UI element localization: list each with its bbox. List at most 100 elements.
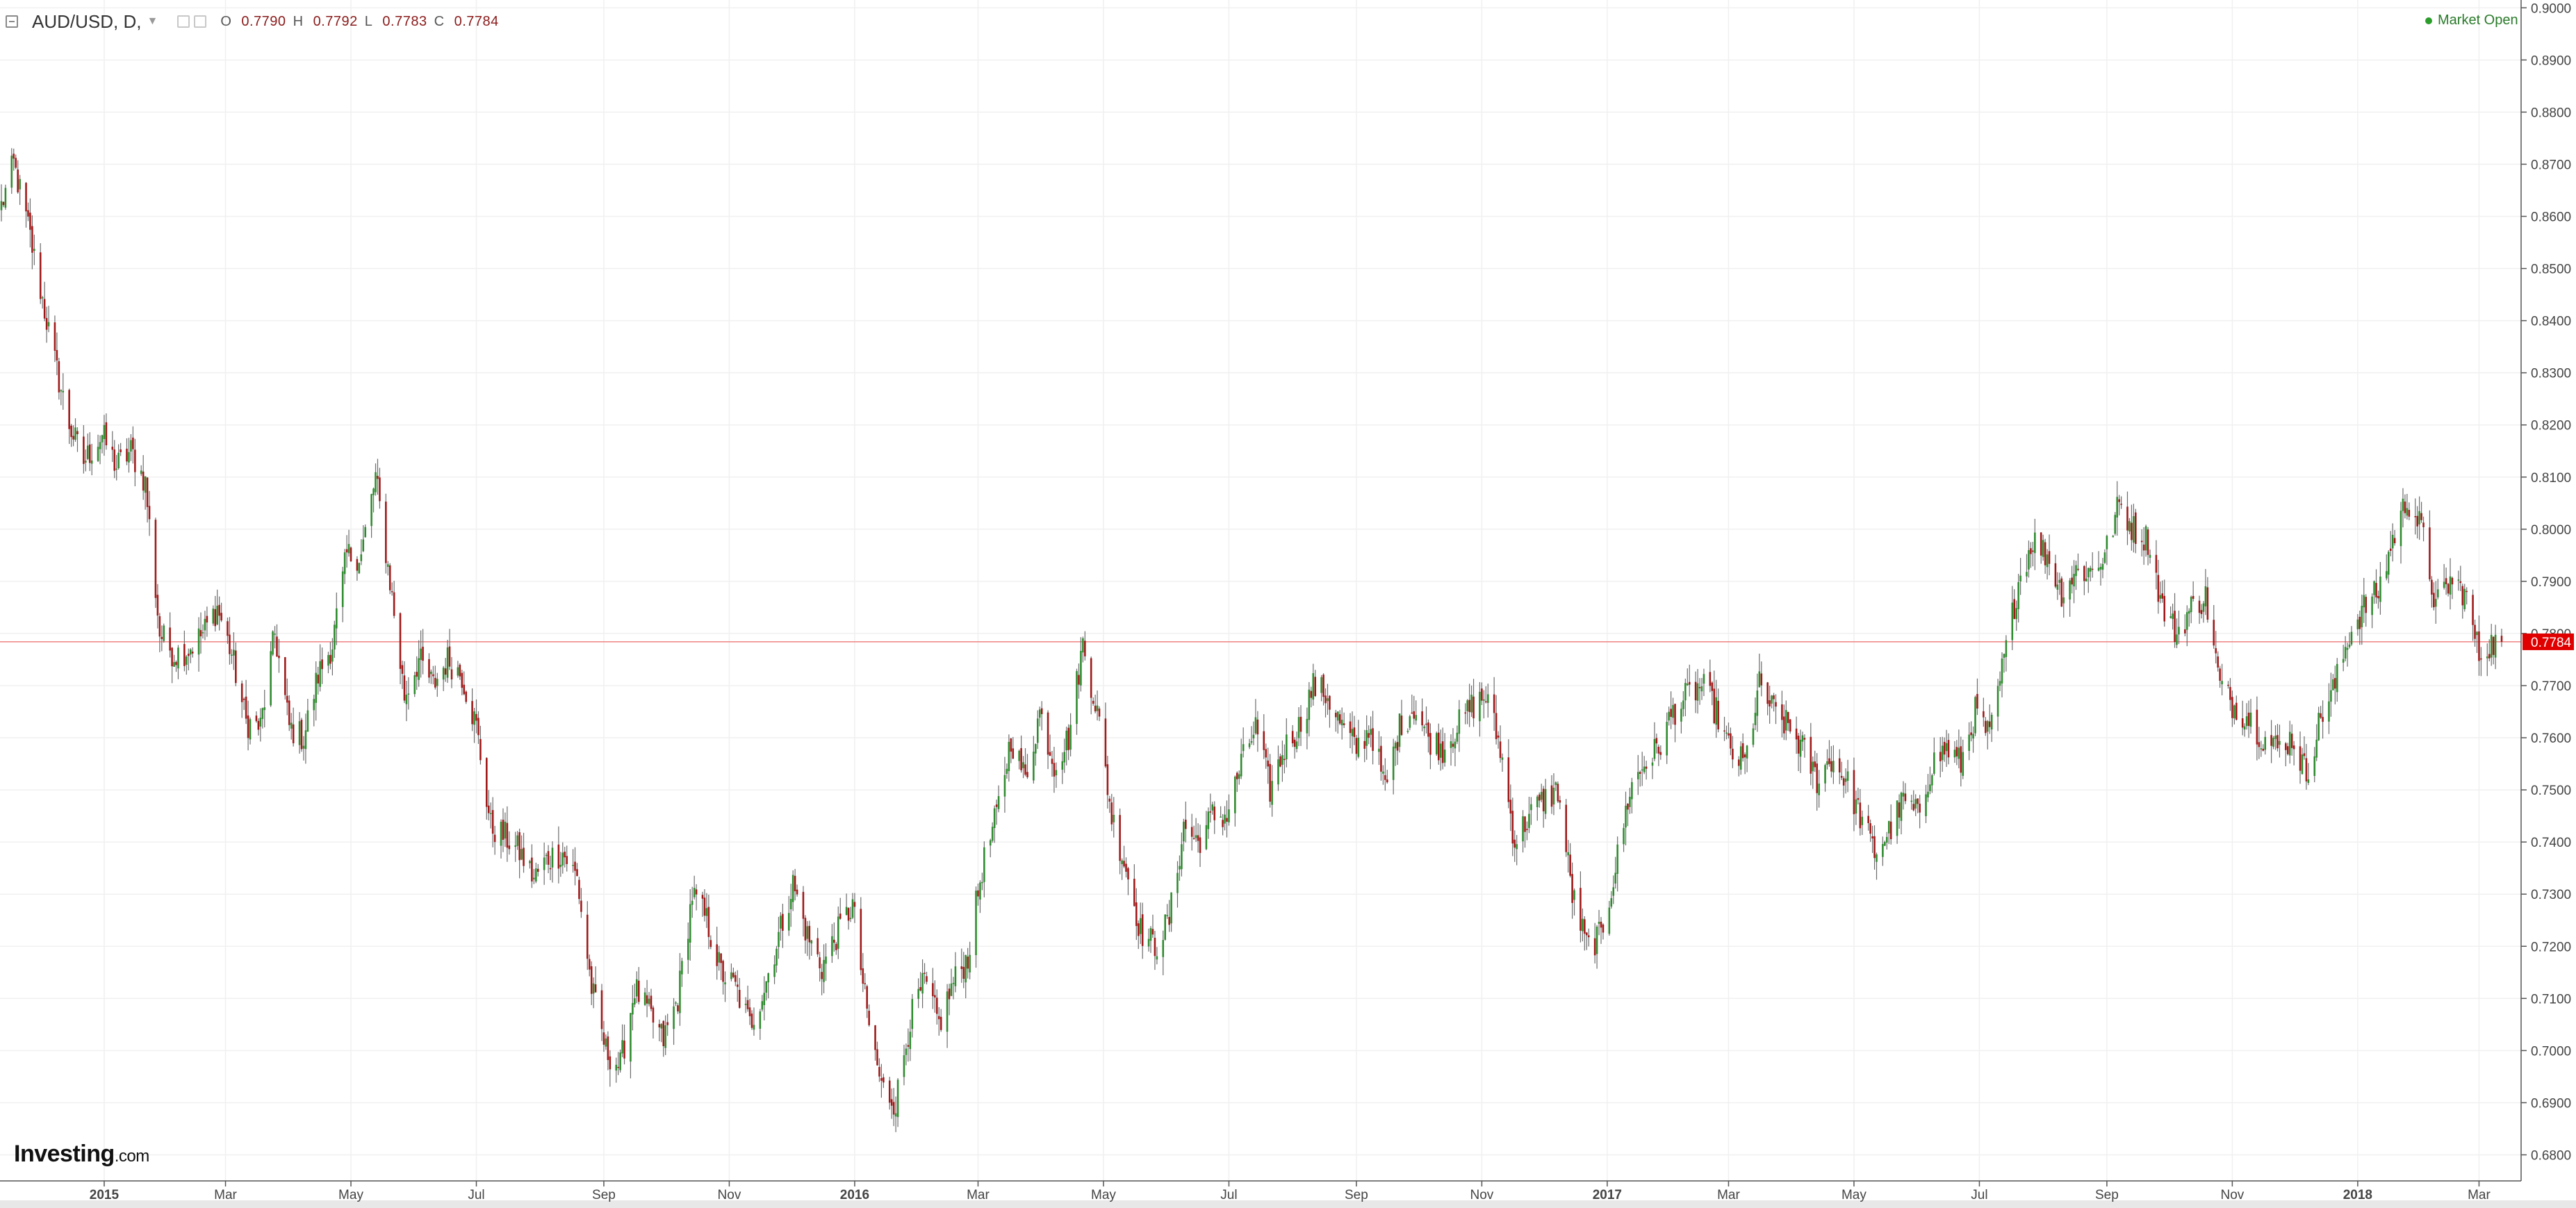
collapse-legend-button[interactable] [6, 15, 18, 28]
candle-body [1598, 921, 1600, 924]
y-tick-label: 0.7200 [2531, 940, 2571, 954]
candle-body [615, 1064, 617, 1071]
candle-body [2348, 644, 2351, 647]
candle-body [169, 627, 171, 651]
candle-body [917, 988, 919, 999]
candle-body [607, 1036, 609, 1060]
candle-body [2486, 656, 2488, 659]
candle-body [2213, 620, 2215, 646]
candle-body [2133, 516, 2135, 543]
candle-body [1242, 744, 1245, 752]
candle-body [1524, 816, 1526, 832]
candle-body [39, 252, 42, 299]
candle-body [1220, 816, 1222, 818]
candle-body [386, 564, 389, 568]
candle-body [1861, 816, 1864, 825]
candle-body [566, 856, 568, 864]
candle-body [1976, 694, 1978, 709]
candle-body [175, 661, 177, 665]
candle-body [1513, 839, 1516, 848]
candle-body [422, 647, 424, 661]
candle-body [1020, 747, 1022, 770]
candle-body [634, 998, 636, 1004]
candle-body [648, 998, 650, 1004]
x-tick-label: May [1091, 1188, 1116, 1202]
settings-icon[interactable] [194, 15, 207, 28]
candle-body [806, 926, 809, 939]
candle-body [701, 895, 704, 899]
candle-body [1773, 695, 1775, 700]
candle-body [270, 651, 272, 706]
candle-body [473, 711, 475, 725]
candle-body [1730, 733, 1732, 749]
candle-body [2346, 647, 2349, 650]
candle-body [1113, 814, 1115, 822]
candle-body [888, 1080, 891, 1103]
candle-body [643, 992, 646, 1005]
candle-body [315, 672, 317, 703]
candle-body [1049, 752, 1051, 756]
investing-logo[interactable]: Investing.com [14, 1141, 149, 1168]
candle-body [2135, 512, 2137, 545]
candle-body [401, 665, 404, 675]
candle-body [1493, 694, 1495, 713]
candle-body [189, 649, 192, 655]
candle-body [518, 832, 520, 861]
candle-body [1213, 806, 1216, 820]
candle-body [2241, 718, 2244, 728]
candle-body [2069, 580, 2071, 599]
candle-body [1297, 717, 1300, 738]
candle-body [1550, 785, 1553, 807]
candle-body [1396, 742, 1399, 751]
candle-body [1365, 730, 1368, 746]
candle-body [1053, 763, 1056, 777]
candle-body [2262, 748, 2265, 751]
candle-body [1584, 919, 1586, 934]
candle-body [58, 361, 60, 392]
candle-body [1351, 729, 1354, 736]
candle-body [1557, 784, 1559, 802]
candle-body [1832, 761, 1835, 772]
candle-body [413, 675, 416, 695]
chevron-down-icon[interactable]: ▼ [147, 15, 158, 27]
candle-body [1456, 732, 1459, 742]
candle-body [1625, 805, 1627, 828]
candle-body [204, 618, 206, 631]
candle-body [1898, 802, 1901, 818]
x-tick-label: Mar [967, 1188, 990, 1202]
symbol-label[interactable]: AUD/USD, D, [32, 10, 142, 32]
candle-body [1185, 820, 1187, 829]
horizontal-scrollbar[interactable] [0, 1200, 2576, 1208]
candle-body [25, 183, 27, 212]
candle-body [1715, 697, 1717, 725]
candle-body [43, 299, 46, 319]
candle-body [804, 918, 807, 941]
candle-body [1840, 776, 1843, 778]
candle-body [1610, 897, 1613, 907]
candle-body [831, 936, 833, 957]
candle-body [1286, 734, 1288, 760]
candle-body [1974, 697, 1976, 734]
candle-body [76, 431, 79, 435]
candle-body [2001, 658, 2003, 684]
eye-icon[interactable] [177, 15, 190, 28]
candle-body [2365, 597, 2367, 613]
y-axis[interactable]: 0.9000 0.8900 0.8800 0.8700 0.8600 0.8500 0.84… [2521, 1, 2571, 1163]
candle-body [477, 718, 479, 736]
candle-body [2005, 640, 2008, 657]
candle-body [2044, 542, 2046, 565]
candle-body [1183, 821, 1185, 842]
candle-body [144, 476, 147, 493]
candle-body [1123, 861, 1125, 867]
candle-body [1427, 722, 1429, 737]
candle-body [331, 649, 334, 662]
candle-body [2361, 606, 2363, 627]
candle-body [1651, 762, 1654, 766]
candle-body [1497, 735, 1500, 738]
candle-body [343, 552, 346, 574]
x-axis[interactable]: 2015 Mar May Jul Sep Nov 2016 Mar May Jul Sep Nov 20… [90, 1181, 2491, 1202]
candle-body [1061, 761, 1064, 770]
candle-body [1990, 714, 1993, 730]
